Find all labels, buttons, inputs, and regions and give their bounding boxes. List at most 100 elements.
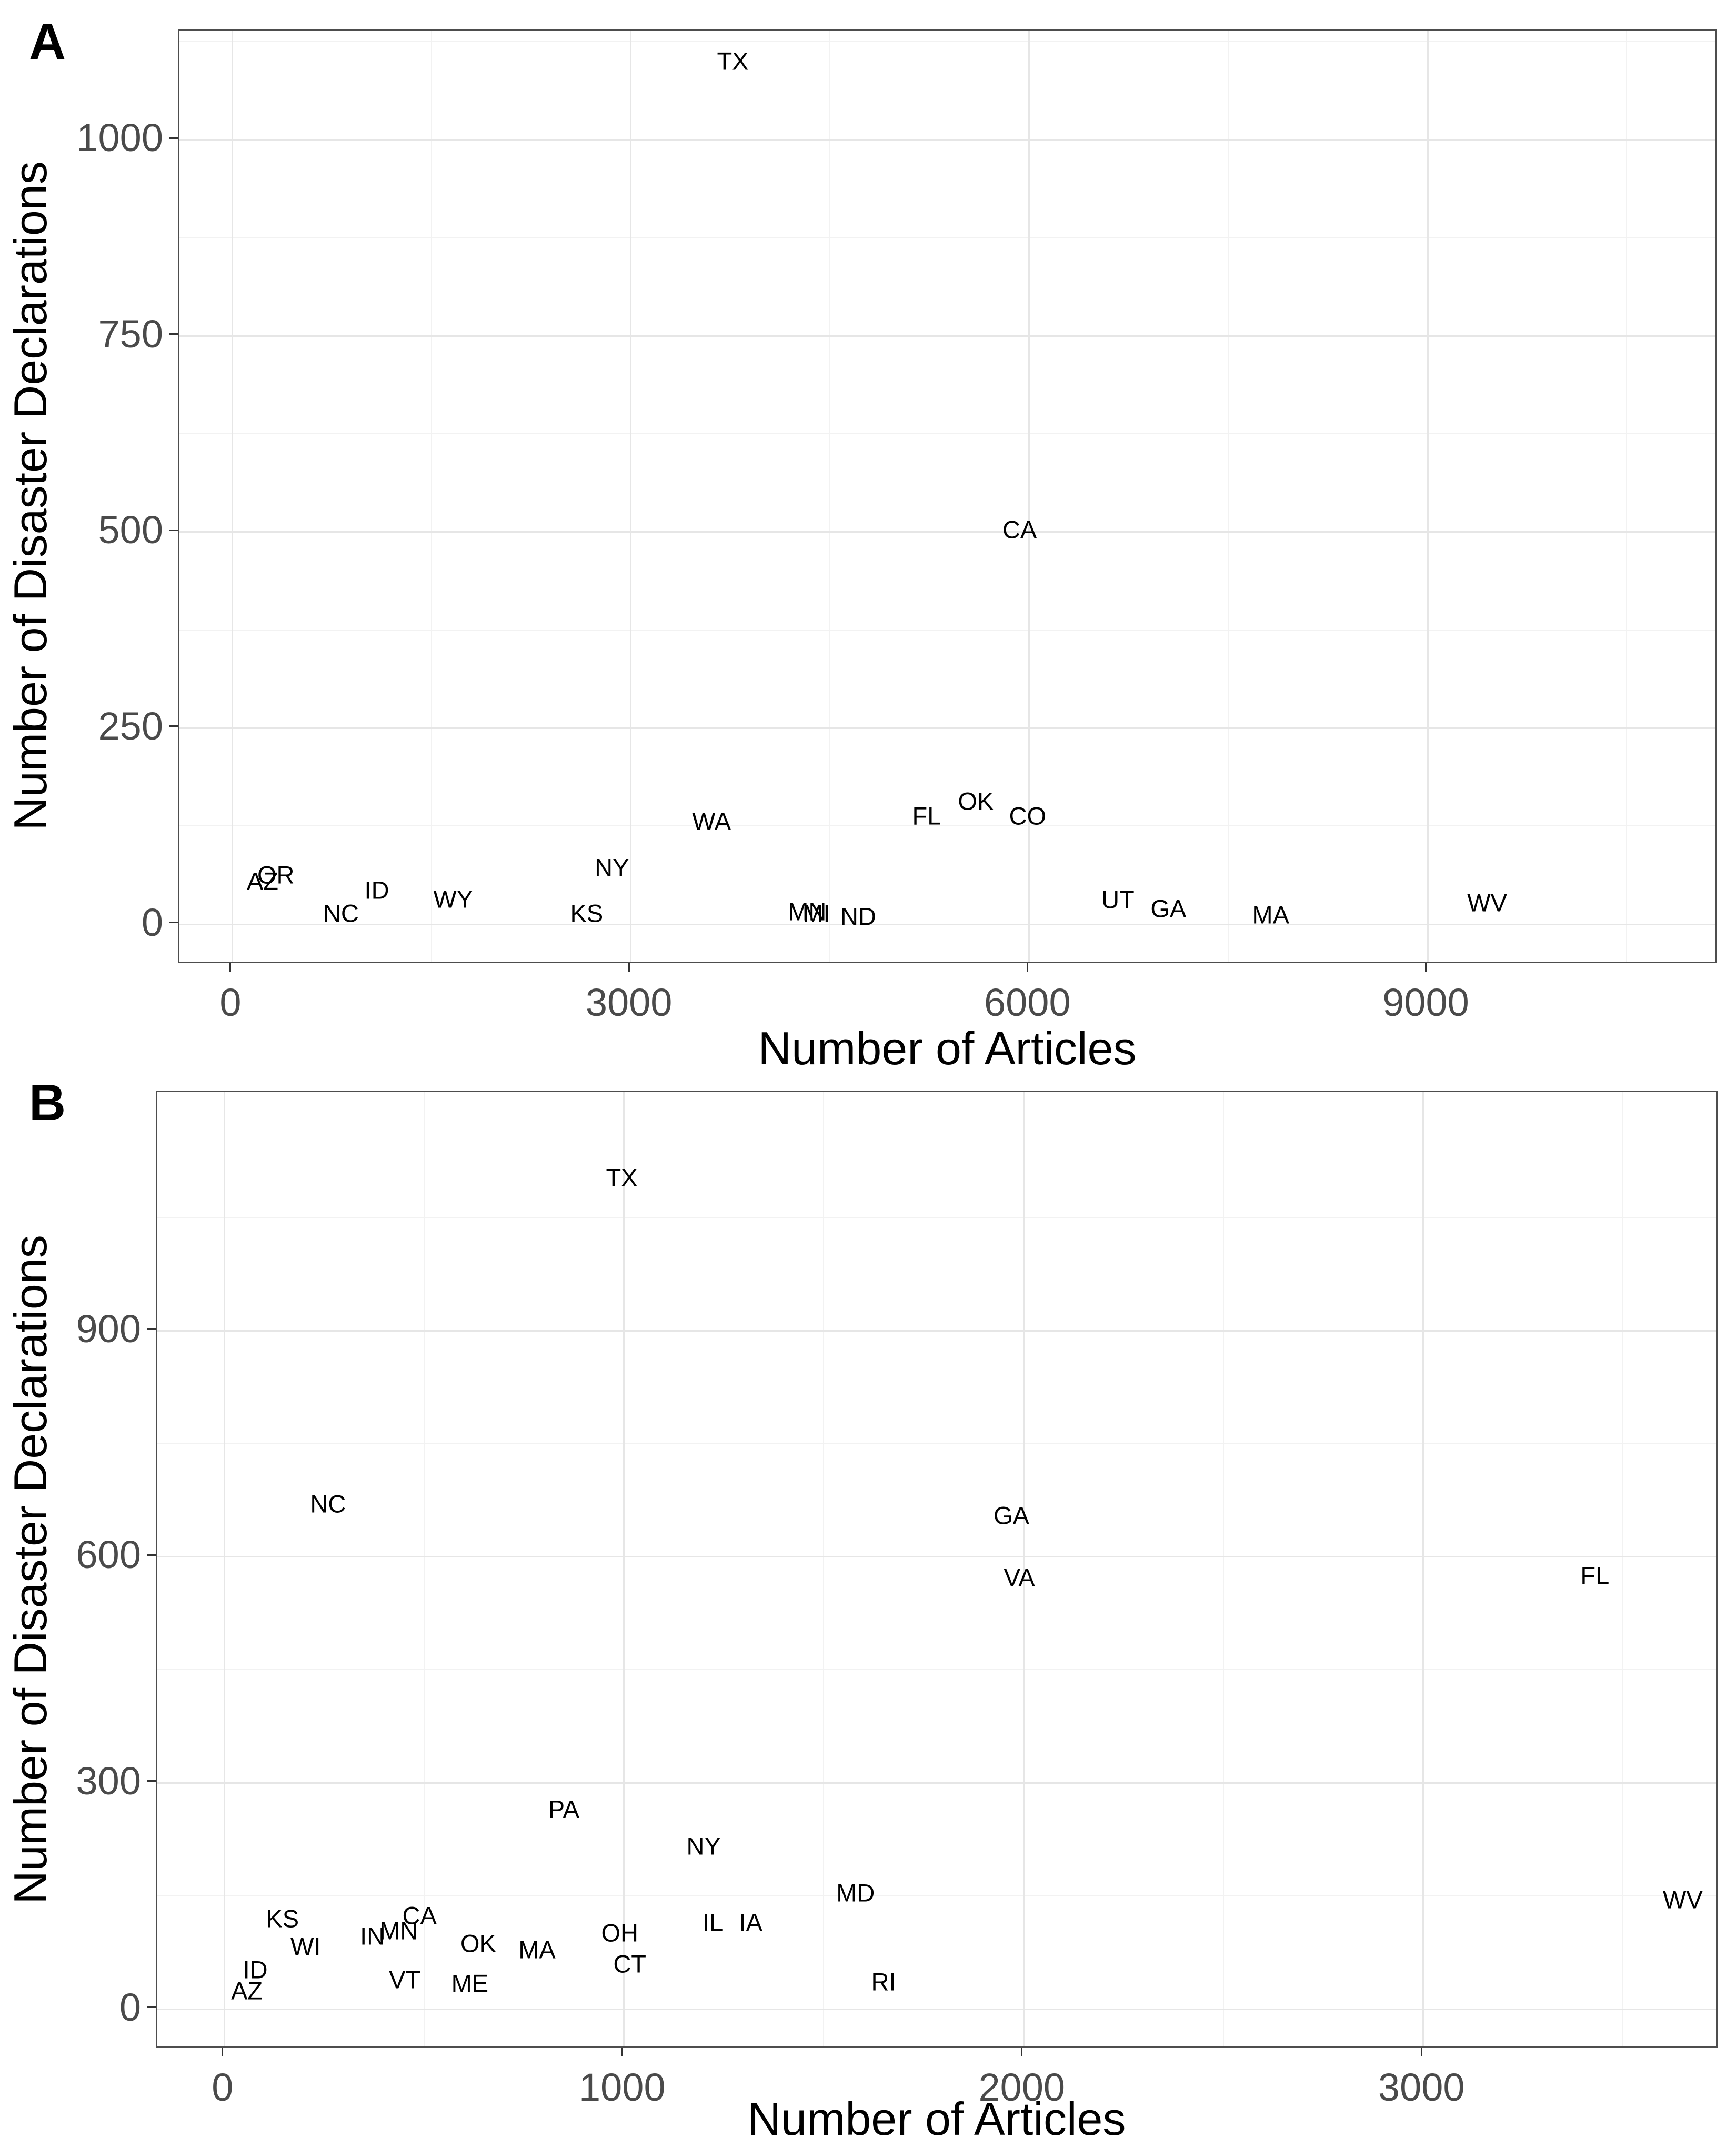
gridline-major: [179, 727, 1715, 729]
state-label-me-panel-b: ME: [451, 1969, 489, 1998]
state-label-mn-panel-a: MN: [788, 897, 827, 926]
gridline-major: [179, 335, 1715, 337]
state-label-wa-panel-a: WA: [692, 807, 731, 835]
state-label-mi-panel-a: MI: [802, 899, 830, 927]
y-axis-tick-label: 750: [98, 312, 163, 356]
gridline-minor: [823, 1092, 825, 2046]
x-axis-tick-label: 1000: [578, 2065, 666, 2109]
state-label-tx-panel-b: TX: [606, 1163, 638, 1192]
y-axis-tick-label: 250: [98, 704, 163, 748]
state-label-ca-panel-a: CA: [1002, 515, 1037, 544]
state-label-oh-panel-b: OH: [601, 1919, 638, 1947]
y-axis-tick-label: 600: [76, 1533, 141, 1577]
x-axis-tick-label: 2000: [978, 2065, 1066, 2109]
gridline-minor: [1626, 31, 1628, 962]
panel-b-letter: B: [29, 1074, 66, 1131]
state-label-co-panel-a: CO: [1009, 802, 1047, 830]
state-label-wi-panel-b: WI: [290, 1932, 321, 1961]
y-axis-tick-label: 300: [76, 1759, 141, 1803]
gridline-major: [157, 1330, 1716, 1332]
gridline-minor: [179, 433, 1715, 435]
state-label-nc-panel-a: NC: [323, 899, 359, 927]
gridline-minor: [157, 1443, 1716, 1444]
y-axis-tick-label: 500: [98, 508, 163, 552]
state-label-wv-panel-a: WV: [1467, 888, 1507, 917]
state-label-fl-panel-a: FL: [912, 802, 941, 830]
state-label-mn-panel-b: MN: [379, 1916, 418, 1945]
gridline-minor: [179, 825, 1715, 827]
gridline-major: [1028, 31, 1030, 962]
state-label-wy-panel-a: WY: [433, 885, 474, 913]
state-label-ga-panel-b: GA: [994, 1501, 1029, 1529]
gridline-major: [179, 923, 1715, 925]
x-axis-tick-label: 3000: [1378, 2065, 1465, 2109]
state-label-ri-panel-b: RI: [871, 1968, 896, 1996]
gridline-major: [1422, 1092, 1424, 2046]
panel-b-plot-area: TX NC GA VA FL PA NY MD WV IL IA OH CT RI CA KS MN IN OK WI…: [156, 1091, 1718, 2048]
state-label-ok-panel-b: OK: [460, 1929, 496, 1958]
state-label-ia-panel-b: IA: [739, 1908, 763, 1936]
state-label-ut-panel-a: UT: [1101, 885, 1135, 914]
gridline-minor: [157, 1895, 1716, 1896]
x-axis-tick: [1420, 2048, 1422, 2056]
state-label-vt-panel-b: VT: [389, 1965, 421, 1994]
y-axis-tick: [169, 922, 178, 923]
state-label-md-panel-b: MD: [836, 1879, 875, 1907]
x-axis-tick: [1425, 963, 1427, 972]
state-label-tx-panel-a: TX: [717, 47, 749, 75]
gridline-major: [179, 139, 1715, 141]
panel-a-letter: A: [29, 13, 66, 70]
gridline-minor: [157, 1669, 1716, 1671]
y-axis-tick-label: 0: [141, 900, 163, 944]
y-axis-tick: [147, 2006, 156, 2009]
x-axis-tick: [628, 963, 630, 972]
state-label-id-panel-b: ID: [243, 1955, 268, 1984]
state-label-or-panel-a: OR: [257, 861, 295, 889]
panel-b-x-axis-title: Number of Articles: [747, 2093, 1126, 2145]
state-label-az-panel-b: AZ: [231, 1976, 263, 2005]
state-label-ny-panel-a: NY: [595, 853, 629, 882]
x-axis-tick: [229, 963, 232, 972]
gridline-minor: [1222, 1092, 1224, 2046]
y-axis-tick: [147, 1554, 156, 1556]
gridline-major: [630, 31, 632, 962]
state-label-pa-panel-b: PA: [548, 1795, 579, 1823]
x-axis-tick: [621, 2048, 623, 2056]
x-axis-tick: [1021, 2048, 1023, 2056]
panel-a-y-axis-title: Number of Disaster Declarations: [4, 161, 56, 831]
y-axis-tick: [169, 725, 178, 727]
x-axis-tick-label: 3000: [585, 981, 673, 1024]
gridline-minor: [179, 237, 1715, 238]
state-label-ks-panel-b: KS: [266, 1904, 299, 1933]
gridline-major: [1427, 31, 1429, 962]
x-axis-tick: [222, 2048, 224, 2056]
gridline-major: [179, 531, 1715, 533]
state-label-in-panel-b: IN: [360, 1922, 385, 1950]
state-label-il-panel-b: IL: [703, 1908, 724, 1936]
state-label-ga-panel-a: GA: [1150, 894, 1187, 923]
y-axis-tick: [147, 1780, 156, 1782]
state-label-fl-panel-b: FL: [1580, 1561, 1610, 1590]
panel-a-x-axis-title: Number of Articles: [758, 1022, 1137, 1074]
panel-b-y-axis-title: Number of Disaster Declarations: [4, 1235, 56, 1904]
gridline-minor: [430, 31, 432, 962]
gridline-minor: [1622, 1092, 1623, 2046]
state-label-ny-panel-b: NY: [686, 1832, 721, 1860]
gridline-major: [223, 1092, 225, 2046]
state-label-wv-panel-b: WV: [1663, 1885, 1703, 1914]
y-axis-tick: [169, 333, 178, 335]
y-axis-tick: [147, 1328, 156, 1330]
gridline-major: [623, 1092, 625, 2046]
y-axis-tick: [169, 137, 178, 139]
state-label-nc-panel-b: NC: [310, 1490, 346, 1518]
gridline-minor: [157, 1216, 1716, 1218]
gridline-minor: [423, 1092, 425, 2046]
state-label-ma-panel-b: MA: [518, 1935, 556, 1963]
x-axis-tick-label: 0: [212, 2065, 234, 2109]
gridline-minor: [1227, 31, 1229, 962]
gridline-major: [157, 1556, 1716, 1558]
gridline-minor: [829, 31, 830, 962]
state-label-ma-panel-a: MA: [1252, 901, 1289, 929]
gridline-minor: [179, 41, 1715, 42]
